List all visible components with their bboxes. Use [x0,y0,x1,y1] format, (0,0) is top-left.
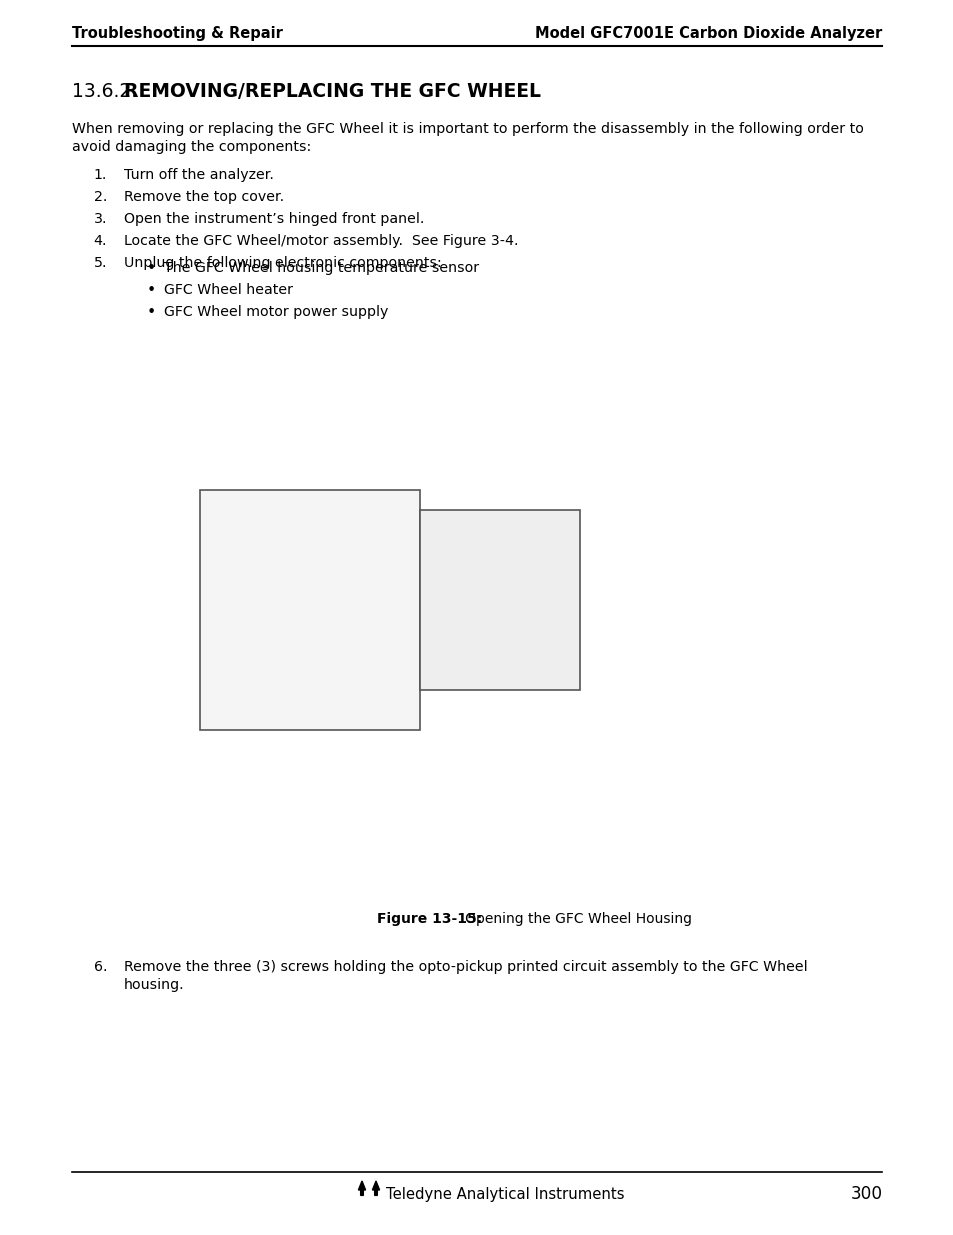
Text: Locate the GFC Wheel/motor assembly.  See Figure 3-4.: Locate the GFC Wheel/motor assembly. See… [124,233,517,248]
Text: •: • [147,261,155,275]
Text: •: • [147,283,155,298]
Text: Turn off the analyzer.: Turn off the analyzer. [124,168,274,182]
Bar [419,510,579,690]
Bar [200,490,419,730]
Text: 300: 300 [849,1186,882,1203]
Text: 5.: 5. [93,256,107,270]
Text: GFC Wheel motor power supply: GFC Wheel motor power supply [163,305,388,319]
Text: REMOVING/REPLACING THE GFC WHEEL: REMOVING/REPLACING THE GFC WHEEL [124,82,540,101]
Polygon shape [372,1181,379,1195]
Text: Opening the GFC Wheel Housing: Opening the GFC Wheel Housing [452,911,691,926]
Text: Remove the top cover.: Remove the top cover. [124,190,283,204]
Text: Model GFC7001E Carbon Dioxide Analyzer: Model GFC7001E Carbon Dioxide Analyzer [535,26,882,41]
Text: Open the instrument’s hinged front panel.: Open the instrument’s hinged front panel… [124,212,423,226]
Text: The GFC Wheel housing temperature sensor: The GFC Wheel housing temperature sensor [163,261,478,275]
Text: Troubleshooting & Repair: Troubleshooting & Repair [71,26,282,41]
Text: When removing or replacing the GFC Wheel it is important to perform the disassem: When removing or replacing the GFC Wheel… [71,122,862,136]
Text: 6.: 6. [93,960,107,974]
Text: GFC Wheel heater: GFC Wheel heater [163,283,293,296]
Text: Remove the three (3) screws holding the opto-pickup printed circuit assembly to : Remove the three (3) screws holding the … [124,960,806,974]
Text: Figure 13-15:: Figure 13-15: [376,911,482,926]
Text: 3.: 3. [93,212,107,226]
Text: Teledyne Analytical Instruments: Teledyne Analytical Instruments [386,1187,624,1202]
Text: housing.: housing. [124,978,184,992]
Text: •: • [147,305,155,320]
Text: 2.: 2. [93,190,107,204]
Text: Unplug the following electronic components:: Unplug the following electronic componen… [124,256,441,270]
Polygon shape [358,1181,365,1195]
Text: 13.6.2.: 13.6.2. [71,82,143,101]
Text: 4.: 4. [93,233,107,248]
Text: avoid damaging the components:: avoid damaging the components: [71,140,311,154]
Text: 1.: 1. [93,168,107,182]
